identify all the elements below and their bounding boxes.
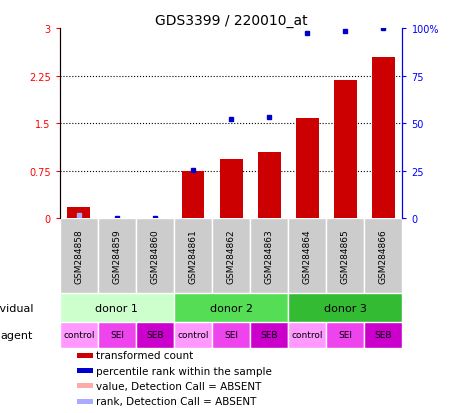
Text: GSM284858: GSM284858 [74, 229, 83, 283]
Text: percentile rank within the sample: percentile rank within the sample [96, 366, 271, 376]
Bar [174, 294, 288, 322]
Bar [295, 119, 318, 219]
Bar [67, 207, 90, 219]
Bar [250, 322, 288, 348]
Text: agent: agent [1, 330, 33, 340]
Bar [219, 160, 242, 219]
Bar [288, 294, 402, 322]
Text: GSM284863: GSM284863 [264, 229, 273, 283]
Bar [212, 322, 250, 348]
Text: SEI: SEI [338, 330, 352, 339]
Bar [77, 384, 93, 388]
Text: control: control [291, 330, 322, 339]
Text: SEB: SEB [146, 330, 163, 339]
Text: GSM284864: GSM284864 [302, 229, 311, 283]
Text: GSM284859: GSM284859 [112, 229, 121, 283]
Text: GSM284865: GSM284865 [340, 229, 349, 283]
Bar [60, 219, 98, 294]
Bar [174, 322, 212, 348]
Text: donor 3: donor 3 [323, 303, 366, 313]
Bar [181, 171, 204, 219]
Bar [60, 294, 174, 322]
Bar [288, 219, 325, 294]
Text: value, Detection Call = ABSENT: value, Detection Call = ABSENT [96, 381, 261, 391]
Title: GDS3399 / 220010_at: GDS3399 / 220010_at [155, 14, 307, 28]
Bar [77, 353, 93, 358]
Text: SEI: SEI [224, 330, 238, 339]
Bar [136, 219, 174, 294]
Text: donor 2: donor 2 [209, 303, 252, 313]
Text: individual: individual [0, 303, 33, 313]
Bar [174, 219, 212, 294]
Bar [60, 322, 98, 348]
Bar [371, 57, 394, 219]
Text: rank, Detection Call = ABSENT: rank, Detection Call = ABSENT [96, 396, 256, 406]
Text: control: control [177, 330, 208, 339]
Bar [250, 219, 288, 294]
Bar [77, 368, 93, 373]
Text: SEB: SEB [374, 330, 392, 339]
Bar [288, 322, 325, 348]
Text: GSM284860: GSM284860 [150, 229, 159, 283]
Text: GSM284861: GSM284861 [188, 229, 197, 283]
Bar [364, 219, 402, 294]
Text: control: control [63, 330, 95, 339]
Bar [98, 219, 136, 294]
Bar [257, 152, 280, 219]
Bar [325, 322, 364, 348]
Bar [364, 322, 402, 348]
Bar [136, 322, 174, 348]
Text: SEB: SEB [260, 330, 277, 339]
Bar [333, 81, 356, 219]
Text: SEI: SEI [110, 330, 123, 339]
Bar [325, 219, 364, 294]
Text: GSM284862: GSM284862 [226, 229, 235, 283]
Bar [77, 399, 93, 404]
Bar [212, 219, 250, 294]
Text: transformed count: transformed count [96, 351, 193, 361]
Text: donor 1: donor 1 [95, 303, 138, 313]
Text: GSM284866: GSM284866 [378, 229, 387, 283]
Bar [98, 322, 136, 348]
